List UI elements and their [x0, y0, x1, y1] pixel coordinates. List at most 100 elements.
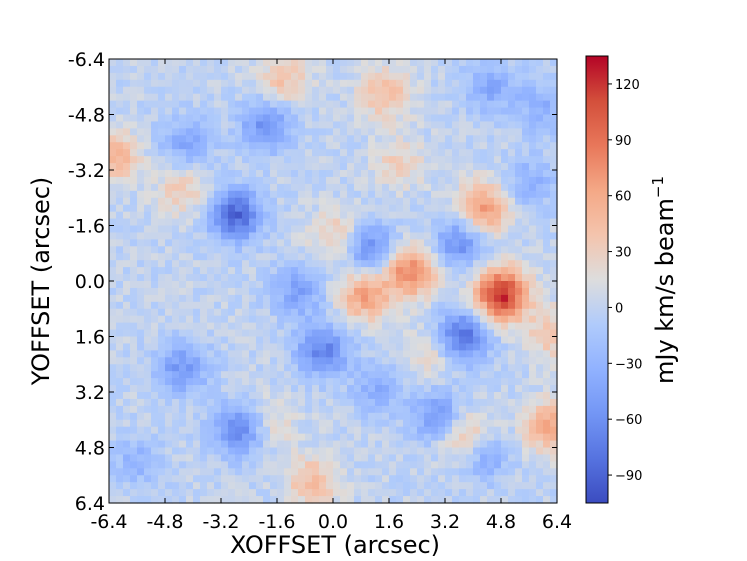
heatmap-cell [291, 440, 299, 449]
heatmap-cell [179, 336, 187, 345]
heatmap-cell [452, 239, 460, 247]
heatmap-cell [123, 72, 131, 81]
heatmap-cell [487, 322, 495, 331]
heatmap-cell [116, 163, 124, 171]
heatmap-cell [228, 496, 236, 504]
heatmap-cell [347, 308, 355, 317]
heatmap-cell [130, 100, 138, 109]
heatmap-cell [487, 482, 495, 490]
heatmap-cell [459, 343, 467, 351]
heatmap-cell [347, 489, 355, 497]
heatmap-cell [452, 72, 460, 81]
heatmap-cell [291, 398, 299, 407]
heatmap-cell [179, 211, 187, 220]
heatmap-cell [403, 274, 411, 282]
heatmap-cell [193, 156, 201, 164]
heatmap-cell [193, 246, 201, 254]
heatmap-cell [305, 274, 313, 282]
heatmap-cell [263, 405, 271, 414]
heatmap-cell [263, 260, 271, 268]
heatmap-cell [529, 135, 537, 143]
heatmap-cell [508, 350, 516, 358]
heatmap-cell [417, 343, 425, 351]
heatmap-cell [354, 204, 362, 213]
heatmap-cell [137, 301, 145, 310]
heatmap-cell [235, 287, 243, 296]
colorbar-tick-label: −30 [615, 357, 642, 372]
heatmap-cell [550, 274, 558, 282]
heatmap-cell [123, 426, 131, 435]
heatmap-cell [249, 246, 257, 254]
heatmap-cell [137, 287, 145, 296]
heatmap-cell [522, 142, 530, 150]
heatmap-cell [144, 281, 152, 289]
heatmap-cell [291, 100, 299, 109]
heatmap-cell [445, 72, 453, 81]
heatmap-cell [179, 482, 187, 490]
heatmap-cell [116, 301, 124, 310]
heatmap-cell [410, 426, 418, 435]
heatmap-cell [144, 128, 152, 136]
heatmap-cell [200, 392, 208, 400]
heatmap-cell [228, 301, 236, 310]
heatmap-cell [249, 114, 257, 123]
heatmap-cell [144, 468, 152, 476]
heatmap-cell [326, 287, 334, 296]
heatmap-cell [522, 128, 530, 136]
heatmap-cell [277, 176, 285, 185]
heatmap-cell [536, 135, 544, 143]
heatmap-cell [130, 211, 138, 220]
heatmap-cell [130, 315, 138, 324]
heatmap-cell [319, 65, 327, 74]
heatmap-cell [186, 308, 194, 317]
heatmap-cell [522, 398, 530, 407]
heatmap-cell [137, 72, 145, 81]
heatmap-cell [466, 364, 474, 372]
heatmap-cell [291, 412, 299, 421]
heatmap-cell [473, 461, 481, 469]
heatmap-cell [522, 281, 530, 289]
heatmap-cell [389, 433, 397, 442]
heatmap-cell [312, 364, 320, 372]
heatmap-cell [130, 281, 138, 289]
heatmap-cell [396, 121, 404, 129]
heatmap-cell [522, 322, 530, 331]
heatmap-cell [403, 322, 411, 331]
heatmap-cell [340, 468, 348, 476]
heatmap-cell [333, 260, 341, 268]
heatmap-cell [480, 79, 488, 88]
heatmap-cell [487, 405, 495, 414]
heatmap-cell [417, 287, 425, 296]
heatmap-cell [193, 260, 201, 268]
heatmap-cell [445, 121, 453, 129]
heatmap-cell [284, 86, 292, 95]
heatmap-cell [466, 336, 474, 345]
heatmap-cell [508, 308, 516, 317]
heatmap-cell [277, 371, 285, 379]
heatmap-cell [228, 114, 236, 123]
heatmap-cell [382, 218, 390, 227]
heatmap-cell [200, 468, 208, 476]
heatmap-cell [242, 107, 250, 116]
heatmap-cell [508, 343, 516, 351]
heatmap-cell [480, 308, 488, 317]
heatmap-cell [522, 100, 530, 109]
heatmap-cell [228, 281, 236, 289]
heatmap-cell [459, 461, 467, 469]
heatmap-cell [123, 343, 131, 351]
heatmap-cell [158, 156, 166, 164]
heatmap-cell [417, 211, 425, 220]
heatmap-cell [536, 232, 544, 240]
heatmap-cell [536, 371, 544, 379]
heatmap-cell [291, 343, 299, 351]
heatmap-cell [508, 378, 516, 386]
heatmap-cell [536, 204, 544, 213]
heatmap-cell [473, 371, 481, 379]
heatmap-cell [221, 454, 229, 462]
heatmap-cell [263, 232, 271, 240]
heatmap-cell [501, 163, 509, 171]
heatmap-cell [431, 253, 439, 261]
heatmap-cell [214, 225, 222, 234]
heatmap-cell [361, 378, 369, 386]
heatmap-cell [123, 392, 131, 400]
